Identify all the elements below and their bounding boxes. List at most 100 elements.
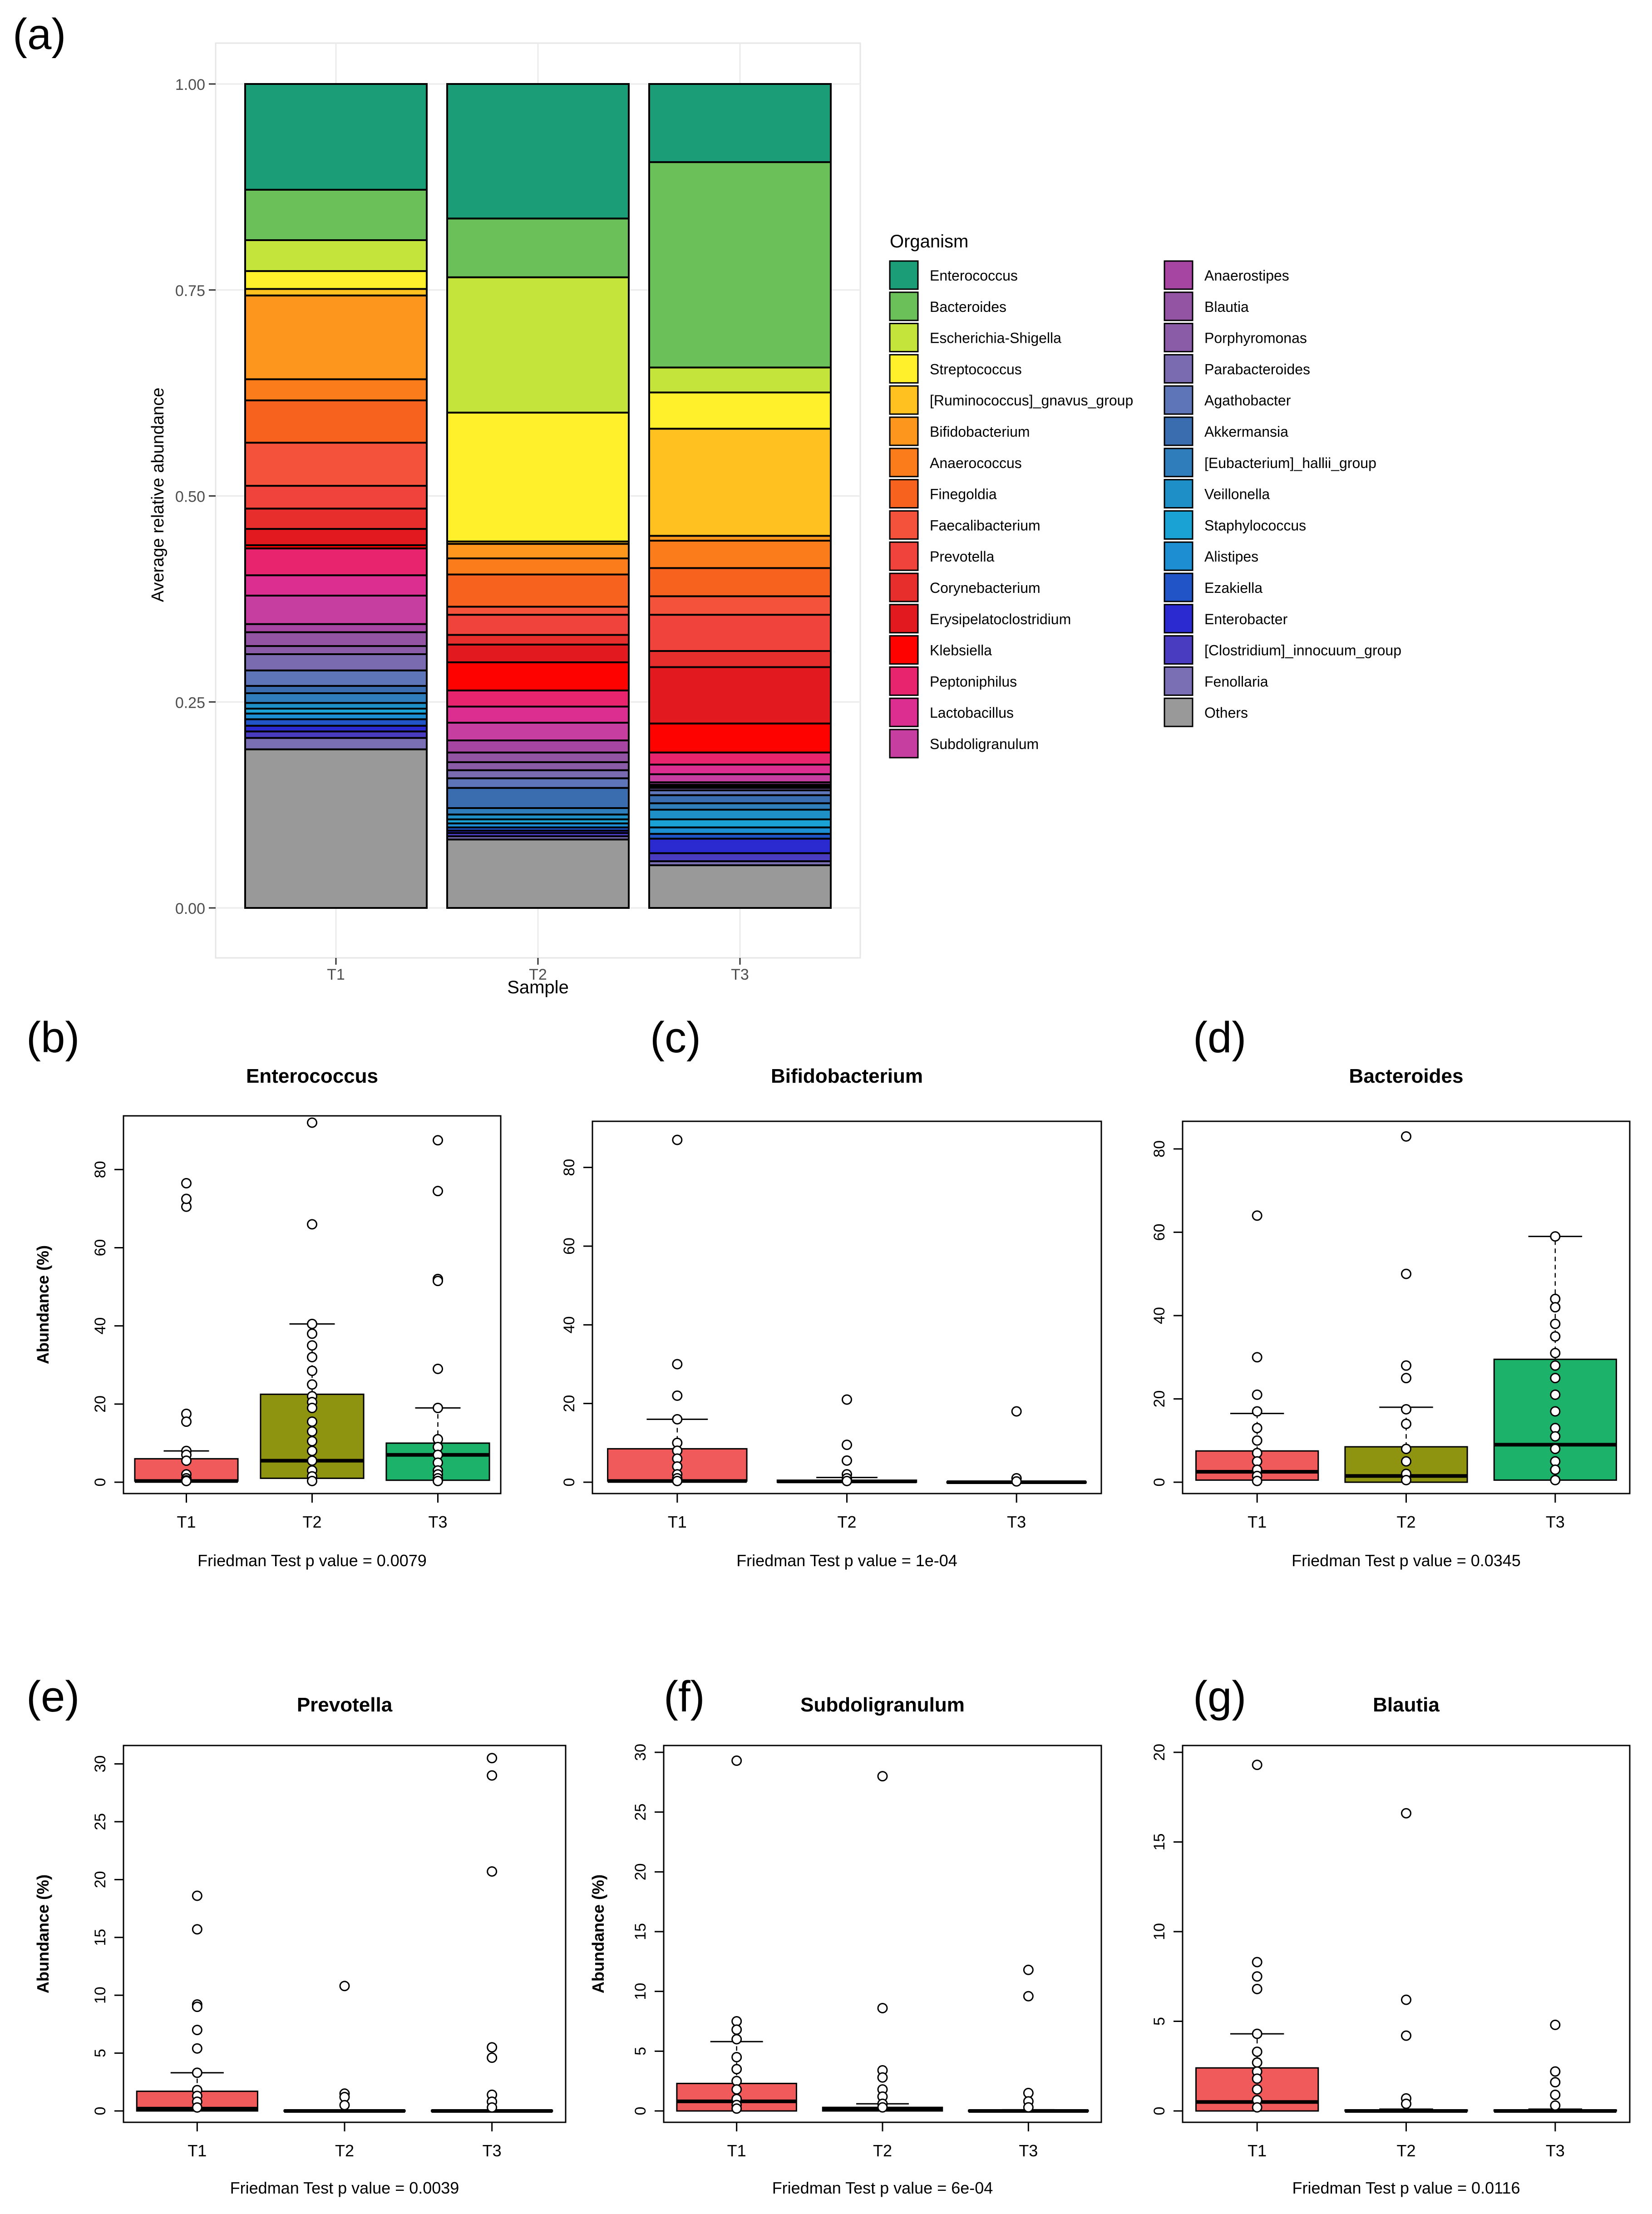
bar-segment-parabacteroides-t1 <box>244 653 428 671</box>
data-point <box>192 2102 202 2113</box>
bar-segment-peptoniphilus-t3 <box>648 751 832 766</box>
data-point <box>1550 2077 1561 2088</box>
legend-swatch-subdoligranulum <box>889 729 919 759</box>
y-tick-label: 40 <box>1151 1307 1168 1324</box>
bar-segment-akkermansia-t2 <box>446 787 630 809</box>
legend-label-peptoniphilus: Peptoniphilus <box>930 673 1017 690</box>
panel-label-g: (g) <box>1193 1672 1246 1721</box>
data-point <box>731 2064 742 2075</box>
bar-segment-staphylococcus-t3 <box>648 818 832 828</box>
y-tick-label: 0 <box>561 1478 578 1487</box>
legend-label-erysipelatoclostridium: Erysipelatoclostridium <box>930 611 1071 627</box>
legend-label-streptococcus: Streptococcus <box>930 361 1022 377</box>
y-tick-label: 60 <box>561 1238 578 1255</box>
legend-swatch-enterococcus <box>889 260 919 290</box>
data-point <box>307 1366 317 1376</box>
bar-segment-erysipelatoclostridium-t3 <box>648 666 832 725</box>
data-point <box>1550 1331 1561 1342</box>
data-point <box>1252 2102 1262 2113</box>
panel-label-f: (f) <box>664 1672 705 1721</box>
x-tick-label: T2 <box>873 2141 892 2160</box>
data-point <box>307 1402 317 1413</box>
data-point <box>433 1475 443 1486</box>
data-point <box>1550 1231 1561 1242</box>
bar-segment-agathobacter-t1 <box>244 669 428 687</box>
box-plot-blautia: Blautia 0 5 10 15 20 T1 T2 T3 Friedman Test p val… <box>1151 1694 1631 2197</box>
y-tick-label: 10 <box>632 1983 649 2000</box>
y-tick-label: 0 <box>92 1478 109 1487</box>
chart-title: Blautia <box>1373 1694 1440 1716</box>
y-tick-label: 15 <box>632 1923 649 1940</box>
data-point <box>877 2072 888 2083</box>
data-point <box>1252 1957 1262 1967</box>
x-tick-label: T1 <box>727 2141 746 2160</box>
data-point <box>307 1416 317 1427</box>
legend-swatch-lactobacillus <box>889 697 919 727</box>
data-point <box>1023 2102 1034 2113</box>
bar-segment-anaerococcus-t1 <box>244 378 428 401</box>
data-point <box>1011 1406 1022 1417</box>
legend-label-bacteroides: Bacteroides <box>930 299 1006 315</box>
legend-label-anaerococcus: Anaerococcus <box>930 455 1022 471</box>
data-point <box>731 2084 742 2095</box>
bar-segment-streptococcus-t3 <box>648 391 832 430</box>
data-point <box>672 1475 683 1486</box>
panel-label-d: (d) <box>1193 1013 1246 1062</box>
panel-label-a: (a) <box>13 10 66 59</box>
box-plot-subdoligranulum: Subdoligranulum 0 5 10 15 20 25 30 Abundance (%)… <box>589 1694 1102 2197</box>
data-point <box>731 2024 742 2035</box>
legend-swatch-bifidobacterium <box>889 416 919 446</box>
bar-segment-escherichia-shigella-t2 <box>446 276 630 414</box>
data-point <box>1252 1435 1262 1446</box>
legend-label-faecalibacterium: Faecalibacterium <box>930 517 1041 533</box>
bar-segment-faecalibacterium-t1 <box>244 442 428 487</box>
y-tick-label: 60 <box>92 1239 109 1257</box>
data-point <box>1252 1352 1262 1363</box>
bar-segment-erysipelatoclostridium-t2 <box>446 643 630 663</box>
legend-swatch-escherichia-shigella <box>889 323 919 353</box>
bar-segment-enterococcus-t3 <box>648 83 832 163</box>
legend-swatch-bacteroides <box>889 291 919 321</box>
data-point <box>433 1363 443 1374</box>
data-point <box>307 1352 317 1363</box>
y-tick-label: 80 <box>92 1161 109 1178</box>
data-point <box>181 1455 192 1466</box>
data-point <box>307 1328 317 1339</box>
bar-segment-escherichia-shigella-t1 <box>244 239 428 272</box>
legend-swatch-corynebacterium <box>889 572 919 602</box>
y-tick-label: 20 <box>1151 1391 1168 1408</box>
data-point <box>877 2003 888 2014</box>
data-point <box>1252 2028 1262 2039</box>
bar-segment-lactobacillus-t1 <box>244 574 428 597</box>
data-point <box>1252 1389 1262 1400</box>
data-point <box>307 1379 317 1390</box>
y-tick-label: 20 <box>561 1395 578 1412</box>
y-tick-label: 10 <box>92 1987 109 2004</box>
data-point <box>1252 2084 1262 2095</box>
y-axis-title: Abundance (%) <box>34 1245 52 1364</box>
legend-swatch-alistipes <box>1164 541 1193 571</box>
legend-label-parabacteroides: Parabacteroides <box>1204 361 1310 377</box>
data-point <box>1550 1464 1561 1475</box>
legend-label-blautia: Blautia <box>1204 299 1249 315</box>
data-point <box>339 1981 350 1992</box>
bar-segment-anaerococcus-t3 <box>648 539 832 569</box>
bar-segment-bacteroides-t3 <box>648 161 832 369</box>
data-point <box>1550 1431 1561 1442</box>
data-point <box>307 1436 317 1447</box>
y-tick-label: 20 <box>92 1395 109 1413</box>
bar-segment-subdoligranulum-t1 <box>244 594 428 625</box>
y-tick-label: 5 <box>1151 2017 1168 2026</box>
x-tick-label: T2 <box>837 1513 856 1531</box>
x-tick-label: T2 <box>335 2141 354 2160</box>
data-point <box>487 2102 498 2113</box>
data-point <box>307 1219 317 1230</box>
box-plot-bifidobacterium: Bifidobacterium 0 20 40 60 80 T1 T2 T3 Friedman T… <box>561 1065 1102 1570</box>
y-tick-label: 0.25 <box>175 694 205 711</box>
legend-label-escherichia-shigella: Escherichia-Shigella <box>930 330 1061 346</box>
data-point <box>1023 1964 1034 1975</box>
legend-swatch-ruminococcus-gnavus-group <box>889 385 919 415</box>
y-tick-label: 0 <box>632 2107 649 2115</box>
y-tick-label: 60 <box>1151 1223 1168 1241</box>
y-tick-label: 0 <box>1151 2107 1168 2115</box>
